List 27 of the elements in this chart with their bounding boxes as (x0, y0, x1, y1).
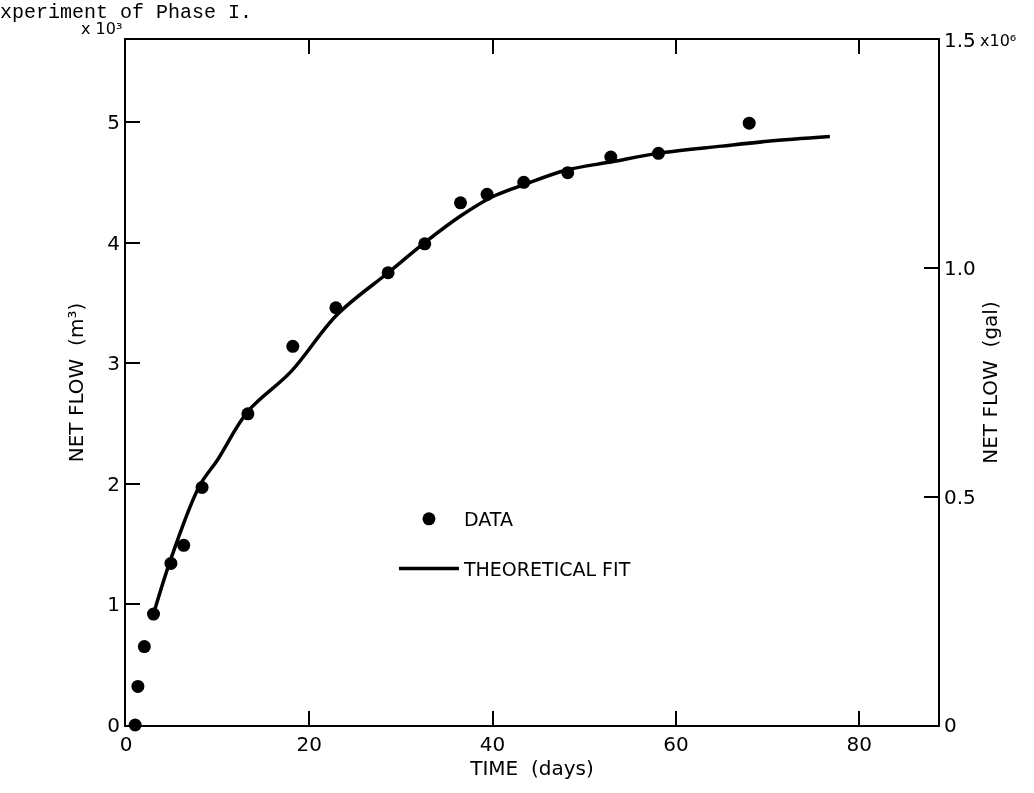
legend-label: DATA (463, 508, 513, 531)
y-tick-label: 2 (107, 471, 120, 496)
x-tick-label: 80 (846, 732, 872, 756)
y2-tick-label: 1.0 (944, 256, 976, 281)
point (742, 116, 756, 130)
text: x 10³ (81, 19, 123, 38)
y-tick-label: 0 (107, 713, 120, 737)
point (454, 196, 468, 210)
y2-tick-label: 0 (944, 713, 957, 737)
point (137, 640, 151, 654)
y2-axis-title: NET FLOW (gal) (977, 301, 1002, 464)
y-tick-label: 4 (107, 230, 120, 255)
point (286, 339, 300, 353)
x-tick-label: 20 (296, 732, 323, 756)
x-tick-label: 60 (663, 732, 689, 756)
y-tick-label: 3 (107, 351, 120, 376)
y2-tick-label: 1.5 (944, 28, 976, 52)
y2-tick-label: 0.5 (944, 484, 976, 509)
y-tick-label: 1 (107, 592, 120, 617)
y-axis-title: NET FLOW (m³) (64, 302, 89, 463)
point (131, 679, 145, 693)
x-axis-title: TIME (days) (469, 756, 594, 780)
point (177, 538, 191, 552)
y-tick-label: 5 (107, 110, 120, 135)
legend-label: THEORETICAL FIT (462, 557, 631, 580)
x-tick-label: 40 (479, 732, 506, 756)
text: x10⁶ (980, 31, 1017, 50)
